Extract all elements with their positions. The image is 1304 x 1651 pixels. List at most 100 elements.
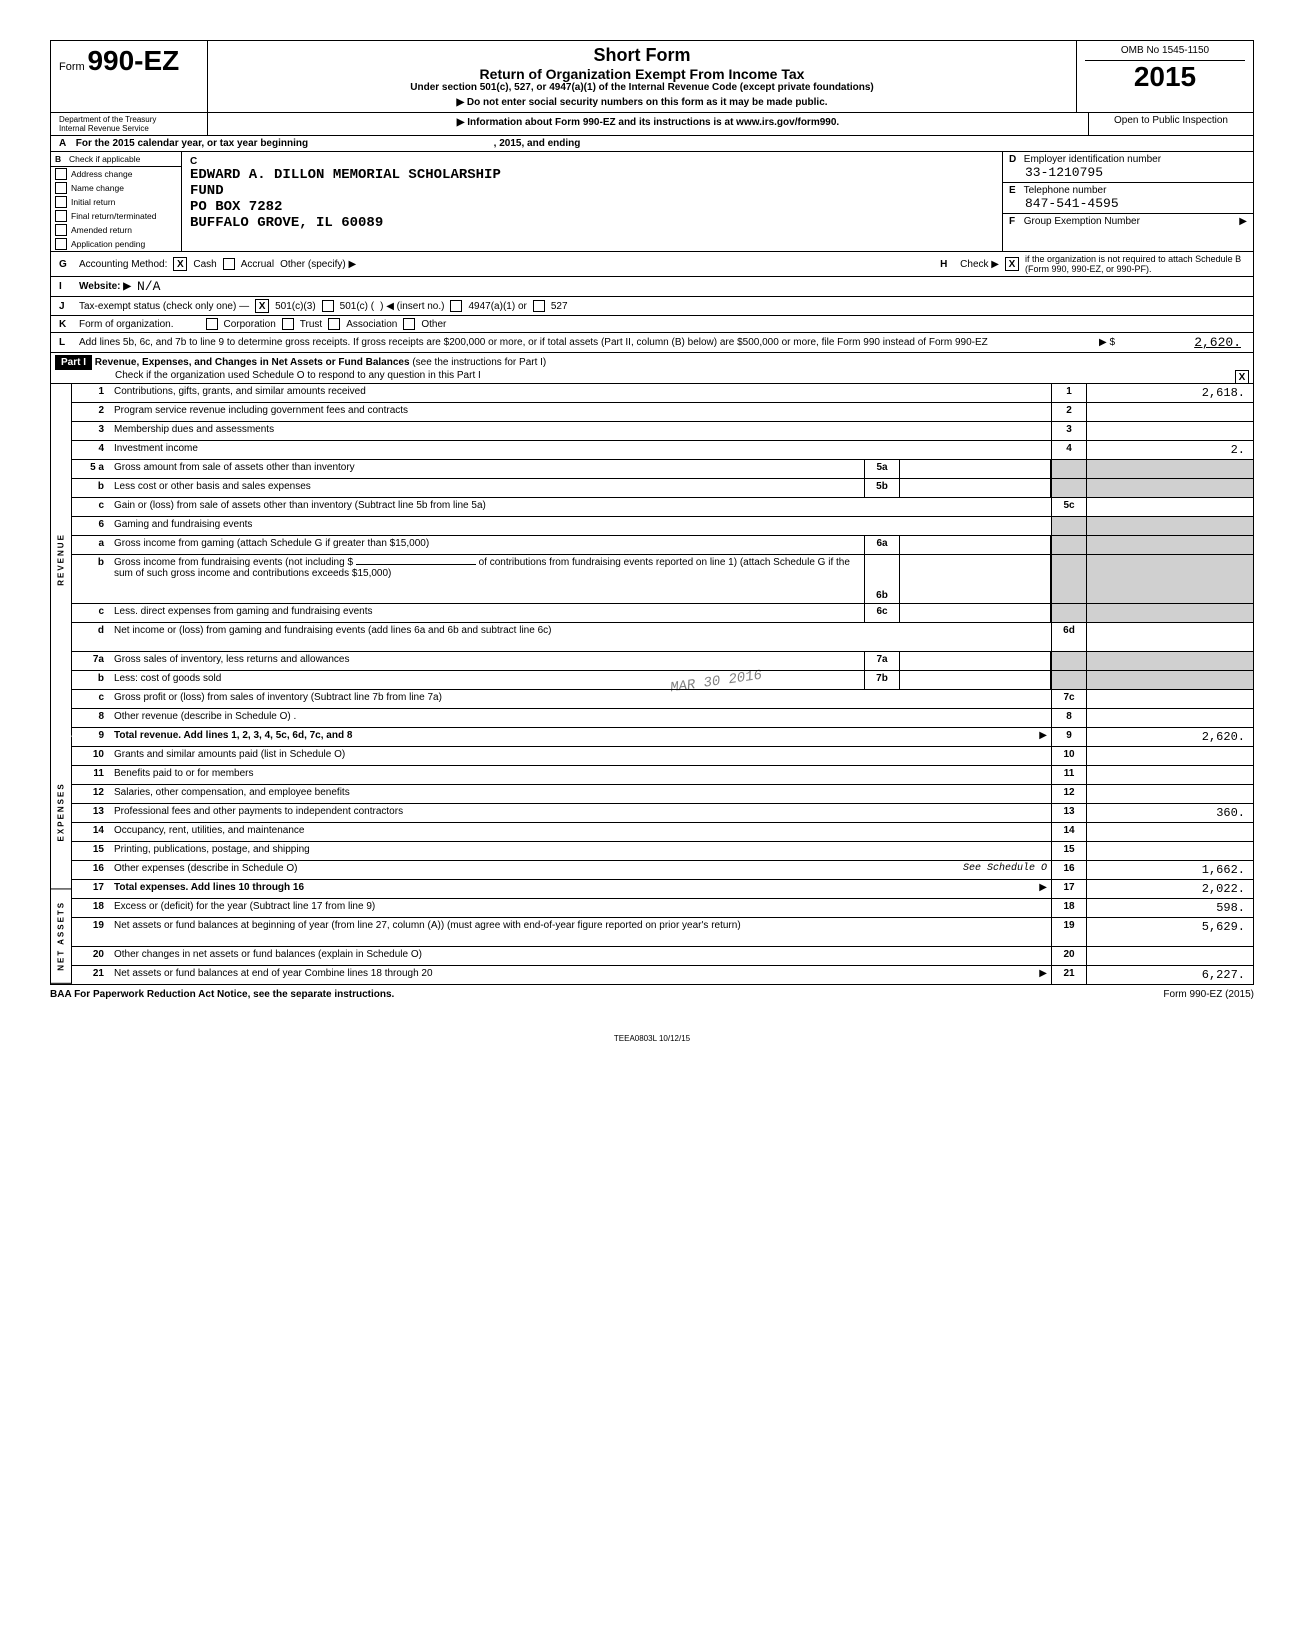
side-net-assets: NET ASSETS <box>51 889 72 984</box>
ln5b-mid: 5b <box>864 479 900 497</box>
ln16-desc: Other expenses (describe in Schedule O) <box>114 863 297 874</box>
ln3-num: 3 <box>72 422 110 440</box>
website-label: Website: ▶ <box>79 281 131 292</box>
org-addr-2: BUFFALO GROVE, IL 60089 <box>190 215 994 231</box>
h-text2: if the organization is not required to a… <box>1025 254 1245 274</box>
section-bcdef: BCheck if applicable Address change Name… <box>50 152 1254 252</box>
letter-c: C <box>190 156 994 167</box>
ln10-rnum: 10 <box>1051 747 1086 765</box>
ln9-val: 2,620. <box>1086 728 1253 746</box>
chk-corporation[interactable] <box>206 318 218 330</box>
irs-label: Internal Revenue Service <box>59 124 199 133</box>
line-9: 9 Total revenue. Add lines 1, 2, 3, 4, 5… <box>72 728 1253 747</box>
ln10-num: 10 <box>72 747 110 765</box>
ln14-desc: Occupancy, rent, utilities, and maintena… <box>110 823 1051 841</box>
lbl-corporation: Corporation <box>224 319 276 330</box>
chk-501c[interactable] <box>322 300 334 312</box>
chk-other-org[interactable] <box>403 318 415 330</box>
row-g: G Accounting Method: X Cash Accrual Othe… <box>50 252 1254 277</box>
under-section: Under section 501(c), 527, or 4947(a)(1)… <box>216 82 1068 93</box>
ln5a-rval <box>1086 460 1253 478</box>
ln13-num: 13 <box>72 804 110 822</box>
ln9-desc: Total revenue. Add lines 1, 2, 3, 4, 5c,… <box>114 730 352 741</box>
accounting-method-label: Accounting Method: <box>79 259 167 270</box>
ln19-rnum: 19 <box>1051 918 1086 946</box>
chk-527[interactable] <box>533 300 545 312</box>
lbl-501c: 501(c) ( <box>340 301 374 312</box>
letter-i: I <box>59 281 73 292</box>
lbl-4947: 4947(a)(1) or <box>468 301 526 312</box>
org-addr-1: PO BOX 7282 <box>190 199 994 215</box>
line-8: 8 Other revenue (describe in Schedule O)… <box>72 709 1253 728</box>
part1-title: Revenue, Expenses, and Changes in Net As… <box>95 357 410 368</box>
line-5b: b Less cost or other basis and sales exp… <box>72 479 1253 498</box>
ln7a-mid: 7a <box>864 652 900 670</box>
ln1-val: 2,618. <box>1086 384 1253 402</box>
chk-application-pending[interactable] <box>55 238 67 250</box>
ln5c-rnum: 5c <box>1051 498 1086 516</box>
ln2-num: 2 <box>72 403 110 421</box>
ln6a-num: a <box>72 536 110 554</box>
lbl-insert-no: ) ◀ (insert no.) <box>380 301 444 312</box>
ln16-num: 16 <box>72 861 110 879</box>
lbl-other-org: Other <box>421 319 446 330</box>
chk-name-change[interactable] <box>55 182 67 194</box>
ln7b-num: b <box>72 671 110 689</box>
chk-address-change[interactable] <box>55 168 67 180</box>
ln7a-rval <box>1086 652 1253 670</box>
ln6a-mid: 6a <box>864 536 900 554</box>
line-15: 15 Printing, publications, postage, and … <box>72 842 1253 861</box>
line-7b: b Less: cost of goods sold 7b <box>72 671 1253 690</box>
ln5b-rval <box>1086 479 1253 497</box>
ln6a-rnum <box>1051 536 1086 554</box>
col-c: C EDWARD A. DILLON MEMORIAL SCHOLARSHIP … <box>182 152 1002 251</box>
letter-j: J <box>59 301 73 312</box>
ln8-desc: Other revenue (describe in Schedule O) . <box>110 709 1051 727</box>
ln4-rnum: 4 <box>1051 441 1086 459</box>
short-form-title: Short Form <box>216 45 1068 66</box>
ln6b-num: b <box>72 555 110 603</box>
ln7a-num: 7a <box>72 652 110 670</box>
ln19-desc: Net assets or fund balances at beginning… <box>110 918 1051 946</box>
chk-trust[interactable] <box>282 318 294 330</box>
row-j: J Tax-exempt status (check only one) — X… <box>50 297 1254 316</box>
ln12-rnum: 12 <box>1051 785 1086 803</box>
ssn-warning: ▶ Do not enter social security numbers o… <box>216 97 1068 108</box>
chk-initial-return[interactable] <box>55 196 67 208</box>
ln8-val <box>1086 709 1253 727</box>
ln5a-mid: 5a <box>864 460 900 478</box>
chk-schedule-o-part1[interactable]: X <box>1235 370 1249 384</box>
ln6d-val <box>1086 623 1253 651</box>
chk-association[interactable] <box>328 318 340 330</box>
chk-final-return[interactable] <box>55 210 67 222</box>
chk-schedule-b[interactable]: X <box>1005 257 1019 271</box>
ln1-desc: Contributions, gifts, grants, and simila… <box>110 384 1051 402</box>
chk-amended-return[interactable] <box>55 224 67 236</box>
ln9-rnum: 9 <box>1051 728 1086 746</box>
ln6b-midval <box>900 555 1051 603</box>
ln21-num: 21 <box>72 966 110 984</box>
chk-accrual[interactable] <box>223 258 235 270</box>
chk-501c3[interactable]: X <box>255 299 269 313</box>
ln5c-num: c <box>72 498 110 516</box>
ln20-num: 20 <box>72 947 110 965</box>
lbl-association: Association <box>346 319 397 330</box>
line-18: 18 Excess or (deficit) for the year (Sub… <box>72 899 1253 918</box>
lbl-accrual: Accrual <box>241 259 274 270</box>
form-number: 990-EZ <box>87 45 179 76</box>
col-b: BCheck if applicable Address change Name… <box>51 152 182 251</box>
ln6-desc: Gaming and fundraising events <box>110 517 1051 535</box>
line-7c: c Gross profit or (loss) from sales of i… <box>72 690 1253 709</box>
ln3-desc: Membership dues and assessments <box>110 422 1051 440</box>
row-l: L Add lines 5b, 6c, and 7b to line 9 to … <box>50 333 1254 353</box>
ln15-rnum: 15 <box>1051 842 1086 860</box>
ln3-rnum: 3 <box>1051 422 1086 440</box>
ln7c-val <box>1086 690 1253 708</box>
line-1: 1 Contributions, gifts, grants, and simi… <box>72 384 1253 403</box>
chk-4947[interactable] <box>450 300 462 312</box>
chk-cash[interactable]: X <box>173 257 187 271</box>
gross-receipts-value: 2,620. <box>1121 335 1245 350</box>
tax-exempt-label: Tax-exempt status (check only one) — <box>79 301 249 312</box>
letter-d: D <box>1009 154 1021 165</box>
ln7b-rval <box>1086 671 1253 689</box>
